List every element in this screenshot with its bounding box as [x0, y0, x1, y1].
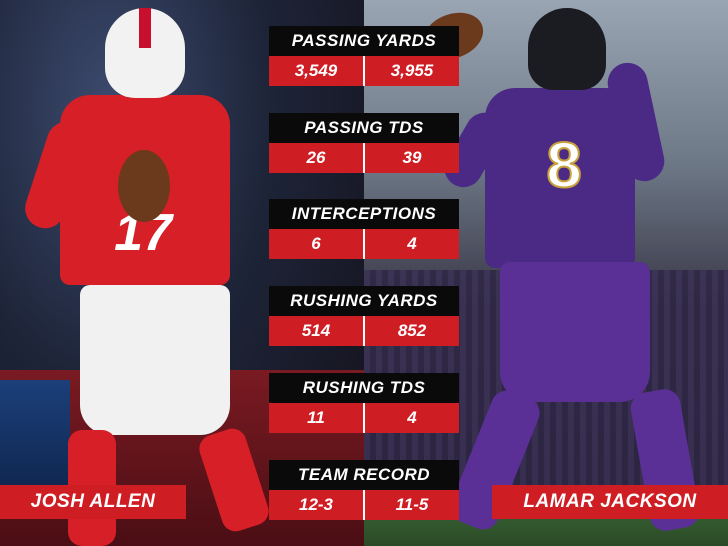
right-player-jersey: 8 [485, 88, 635, 268]
stat-value-right: 852 [363, 316, 459, 346]
stat-value-left: 12-3 [269, 490, 363, 520]
stat-value-left: 3,549 [269, 56, 363, 86]
stat-team-record: TEAM RECORD 12-3 11-5 [269, 460, 459, 520]
stat-rushing-yards: RUSHING YARDS 514 852 [269, 286, 459, 346]
stat-interceptions: INTERCEPTIONS 6 4 [269, 199, 459, 259]
stat-value-left: 6 [269, 229, 363, 259]
right-jersey-number: 8 [545, 128, 583, 202]
stat-label: PASSING TDS [269, 113, 459, 143]
stat-value-right: 4 [363, 403, 459, 433]
player-name-left: JOSH ALLEN [0, 485, 186, 519]
stat-value-right: 39 [363, 143, 459, 173]
left-player-pants [80, 285, 230, 435]
stat-passing-tds: PASSING TDS 26 39 [269, 113, 459, 173]
stat-label: RUSHING YARDS [269, 286, 459, 316]
left-football [118, 150, 170, 222]
stat-label: TEAM RECORD [269, 460, 459, 490]
stat-label: PASSING YARDS [269, 26, 459, 56]
stat-value-right: 4 [363, 229, 459, 259]
stat-value-right: 3,955 [363, 56, 459, 86]
left-wall-sign [0, 380, 70, 490]
stat-label: RUSHING TDS [269, 373, 459, 403]
stat-passing-yards: PASSING YARDS 3,549 3,955 [269, 26, 459, 86]
left-player-helmet [105, 8, 185, 98]
stat-rushing-tds: RUSHING TDS 11 4 [269, 373, 459, 433]
stat-label: INTERCEPTIONS [269, 199, 459, 229]
stat-value-left: 514 [269, 316, 363, 346]
stat-value-right: 11-5 [363, 490, 459, 520]
player-name-right: LAMAR JACKSON [492, 485, 728, 519]
stat-value-left: 11 [269, 403, 363, 433]
stat-value-left: 26 [269, 143, 363, 173]
right-player-helmet [528, 8, 606, 90]
right-player-pants [500, 262, 650, 402]
